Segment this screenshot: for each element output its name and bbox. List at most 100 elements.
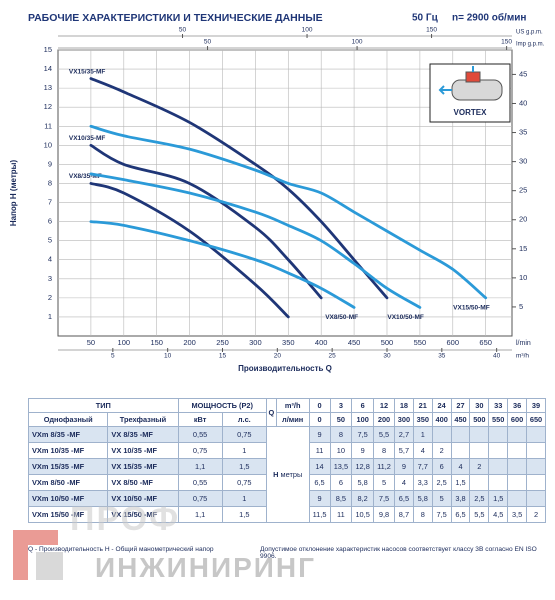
header-cell: Q <box>265 398 277 427</box>
q-cell: 650 <box>526 412 546 427</box>
empty-cell <box>507 426 528 443</box>
y-tick-label: 5 <box>48 236 52 245</box>
x-tick-label: 450 <box>348 338 361 347</box>
gpm-tick-label: 50 <box>179 27 187 34</box>
x-tick-label: 50 <box>87 338 95 347</box>
flow-arrow <box>438 85 452 95</box>
m3h-tick-label: 20 <box>274 353 282 360</box>
m3h-tick-label: 40 <box>493 353 501 360</box>
model-cell: VXm 15/50 -MF <box>27 506 109 523</box>
head-cell: 8,5 <box>329 490 353 507</box>
head-cell: 12,8 <box>351 458 375 475</box>
model-cell: VX 15/35 -MF <box>107 458 179 475</box>
m3h-tick-label: 15 <box>219 353 227 360</box>
model-cell: VXm 10/50 -MF <box>27 490 109 507</box>
q-cell: 30 <box>469 398 490 413</box>
x-tick-label: 100 <box>118 338 131 347</box>
q-cell: 36 <box>507 398 528 413</box>
head-cell: 5,7 <box>394 442 414 459</box>
head-cell: 10 <box>329 442 353 459</box>
head-cell: 2 <box>431 442 452 459</box>
q-cell: 21 <box>412 398 433 413</box>
q-cell: 24 <box>431 398 452 413</box>
empty-cell <box>526 458 546 475</box>
q-cell: 6 <box>351 398 375 413</box>
m3h-tick-label: 35 <box>438 353 446 360</box>
empty-cell <box>469 442 490 459</box>
q-cell: 500 <box>469 412 490 427</box>
y2-tick-label: 35 <box>519 128 527 137</box>
frequency: 50 Гц <box>412 13 439 24</box>
y2-tick-label: 10 <box>519 273 527 282</box>
power-cell: 0,75 <box>221 426 267 443</box>
curve-label: VX10/35-MF <box>69 135 106 142</box>
q-cell: 0 <box>308 398 331 413</box>
head-cell: 13,5 <box>329 458 353 475</box>
q-cell: 50 <box>329 412 353 427</box>
empty-cell <box>526 490 546 507</box>
empty-cell <box>450 442 471 459</box>
footer-note: Допустимое отклонение характеристик насо… <box>260 546 537 560</box>
y-tick-label: 13 <box>44 83 52 92</box>
empty-cell <box>488 426 509 443</box>
header-cell: ТИП <box>28 398 179 413</box>
footer-legend: Q - Производительность H - Общий маномет… <box>28 546 214 553</box>
head-cell: 5 <box>373 474 395 491</box>
model-cell: VXm 15/35 -MF <box>27 458 109 475</box>
power-cell: 1,5 <box>221 506 267 523</box>
x-tick-label: 300 <box>249 338 262 347</box>
chart-title: РАБОЧИЕ ХАРАКТЕРИСТИКИ И ТЕХНИЧЕСКИЕ ДАН… <box>28 12 323 24</box>
data-row: VXm 10/35 -MF VX 10/35 -MF 0,75 1 11 10 9 8 5,7 4… <box>27 442 546 459</box>
head-cell: 6 <box>329 474 353 491</box>
head-cell: 9 <box>308 426 331 443</box>
head-label: H <box>273 470 279 479</box>
empty-cell <box>450 426 471 443</box>
inset-label: VORTEX <box>454 108 488 117</box>
model-cell: VX 15/50 -MF <box>107 506 179 523</box>
head-cell: 9 <box>308 490 331 507</box>
x-tick-label: 500 <box>381 338 394 347</box>
header-cell: МОЩНОСТЬ (P2) <box>177 398 267 413</box>
head-cell: 5,8 <box>412 490 433 507</box>
x-tick-label: 350 <box>282 338 295 347</box>
head-cell: 11 <box>329 506 353 523</box>
empty-cell <box>507 490 528 507</box>
head-cell: 2,5 <box>431 474 452 491</box>
power-cell: 1,1 <box>177 506 223 523</box>
head-cell: 1 <box>412 426 433 443</box>
empty-cell <box>431 426 452 443</box>
empty-cell <box>526 426 546 443</box>
head-cell: 5,8 <box>351 474 375 491</box>
x-tick-label: 250 <box>216 338 229 347</box>
curve-label: VX15/50-MF <box>453 305 490 312</box>
curve <box>89 182 290 319</box>
head-cell: 6,5 <box>308 474 331 491</box>
head-cell: 6,5 <box>394 490 414 507</box>
curve <box>89 172 422 309</box>
model-cell: VXm 10/35 -MF <box>27 442 109 459</box>
head-cell: 4 <box>412 442 433 459</box>
x-tick-label: 550 <box>414 338 427 347</box>
empty-cell <box>507 442 528 459</box>
q-cell: 350 <box>412 412 433 427</box>
head-cell: 11,2 <box>373 458 395 475</box>
head-cell: 2 <box>526 506 546 523</box>
q-cell: 27 <box>450 398 471 413</box>
model-cell: VXm 8/50 -MF <box>27 474 109 491</box>
y2-tick-label: 45 <box>519 69 527 78</box>
curve-label: VX10/50-MF <box>387 314 424 321</box>
x-tick-label: 400 <box>315 338 328 347</box>
model-cell: VX 8/35 -MF <box>107 426 179 443</box>
data-row: VXm 15/35 -MF VX 15/35 -MF 1,1 1,5 14 13,5 12,… <box>27 458 546 475</box>
power-cell: 1 <box>221 442 267 459</box>
y-tick-label: 7 <box>48 198 52 207</box>
m3h-tick-label: 25 <box>329 353 337 360</box>
model-cell: VX 10/50 -MF <box>107 490 179 507</box>
header-cell: m³/h <box>275 398 310 413</box>
head-cell: 7,5 <box>351 426 375 443</box>
data-row: VXm 10/50 -MF VX 10/50 -MF 0,75 1 9 8,5 8,2 7,5… <box>27 490 546 507</box>
q-cell: 39 <box>526 398 546 413</box>
header-cell: Трехфазный <box>107 412 179 427</box>
